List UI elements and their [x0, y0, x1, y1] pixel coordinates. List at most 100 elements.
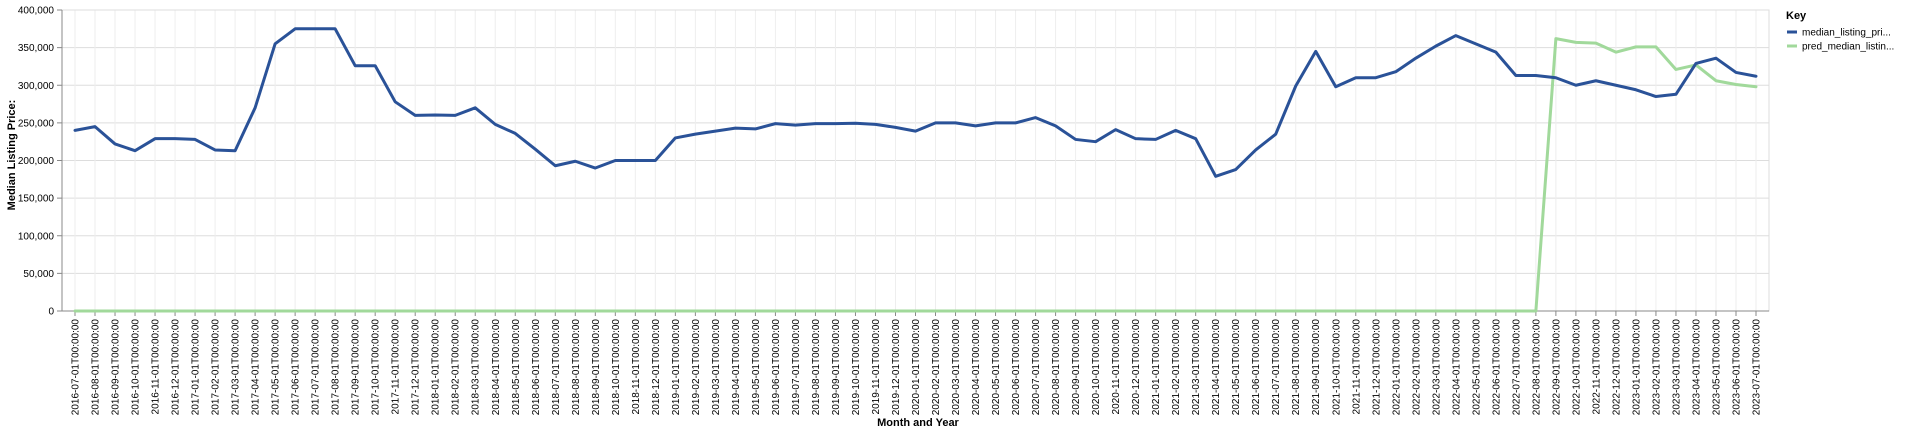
x-tick-label: 2022-04-01T00:00:00	[1451, 319, 1462, 416]
y-tick-label: 100,000	[18, 231, 55, 242]
x-tick-label: 2023-05-01T00:00:00	[1711, 319, 1722, 416]
x-tick-label: 2022-11-01T00:00:00	[1591, 319, 1602, 415]
y-axis-title: Median Listing Price:	[6, 100, 18, 211]
x-tick-label: 2018-03-01T00:00:00	[471, 319, 482, 416]
x-tick-label: 2019-02-01T00:00:00	[691, 319, 702, 416]
x-tick-label: 2022-10-01T00:00:00	[1571, 319, 1582, 416]
x-tick-label: 2017-01-01T00:00:00	[191, 319, 202, 416]
x-axis: 2016-07-01T00:00:00 2016-08-01T00:00:00 20…	[62, 310, 1769, 416]
x-tick-label: 2022-03-01T00:00:00	[1431, 319, 1442, 416]
x-tick-label: 2017-12-01T00:00:00	[411, 319, 422, 416]
x-tick-label: 2020-11-01T00:00:00	[1111, 319, 1122, 415]
x-tick-label: 2022-09-01T00:00:00	[1551, 319, 1562, 416]
legend-label: median_listing_pri...	[1802, 28, 1891, 39]
x-tick-label: 2018-09-01T00:00:00	[591, 319, 602, 416]
x-tick-label: 2023-03-01T00:00:00	[1671, 319, 1682, 416]
x-tick-label: 2021-05-01T00:00:00	[1231, 319, 1242, 416]
x-tick-label: 2019-09-01T00:00:00	[831, 319, 842, 416]
x-tick-label: 2019-07-01T00:00:00	[791, 319, 802, 416]
x-tick-label: 2022-05-01T00:00:00	[1471, 319, 1482, 416]
x-tick-label: 2019-01-01T00:00:00	[671, 319, 682, 416]
x-tick-label: 2016-12-01T00:00:00	[171, 319, 182, 416]
x-tick-label: 2021-08-01T00:00:00	[1291, 319, 1302, 416]
x-tick-label: 2016-08-01T00:00:00	[91, 319, 102, 416]
x-tick-label: 2020-04-01T00:00:00	[971, 319, 982, 416]
x-tick-label: 2022-02-01T00:00:00	[1411, 319, 1422, 416]
legend-label: pred_median_listin...	[1802, 42, 1894, 53]
x-tick-label: 2019-04-01T00:00:00	[731, 319, 742, 416]
x-tick-label: 2021-02-01T00:00:00	[1171, 319, 1182, 416]
x-tick-label: 2018-12-01T00:00:00	[651, 319, 662, 416]
x-tick-label: 2017-02-01T00:00:00	[211, 319, 222, 416]
y-axis: 0 50,000 100,000 150,000 200,000 250,000 300,0…	[18, 6, 63, 318]
x-tick-label: 2018-02-01T00:00:00	[451, 319, 462, 416]
y-tick-label: 400,000	[18, 6, 55, 17]
x-tick-label: 2017-07-01T00:00:00	[311, 319, 322, 416]
x-tick-label: 2018-08-01T00:00:00	[571, 319, 582, 416]
x-tick-label: 2020-07-01T00:00:00	[1031, 319, 1042, 416]
y-tick-label: 350,000	[18, 43, 55, 54]
x-tick-label: 2023-06-01T00:00:00	[1731, 319, 1742, 416]
x-tick-label: 2020-01-01T00:00:00	[911, 319, 922, 416]
x-tick-label: 2017-11-01T00:00:00	[391, 319, 402, 415]
x-tick-label: 2021-11-01T00:00:00	[1351, 319, 1362, 415]
legend: Key median_listing_pri... pred_median_lis…	[1786, 10, 1894, 53]
x-tick-label: 2021-10-01T00:00:00	[1331, 319, 1342, 416]
x-tick-label: 2018-05-01T00:00:00	[511, 319, 522, 416]
x-tick-label: 2016-07-01T00:00:00	[71, 319, 82, 416]
series-lines	[73, 27, 1758, 313]
x-tick-label: 2018-10-01T00:00:00	[611, 319, 622, 416]
x-tick-label: 2017-04-01T00:00:00	[251, 319, 262, 416]
x-tick-label: 2017-10-01T00:00:00	[371, 319, 382, 416]
x-tick-label: 2019-05-01T00:00:00	[751, 319, 762, 416]
x-tick-label: 2019-11-01T00:00:00	[871, 319, 882, 415]
x-axis-title: Month and Year	[877, 417, 959, 429]
x-tick-label: 2017-06-01T00:00:00	[291, 319, 302, 416]
x-tick-label: 2020-08-01T00:00:00	[1051, 319, 1062, 416]
y-tick-label: 50,000	[23, 269, 54, 280]
x-tick-label: 2020-03-01T00:00:00	[951, 319, 962, 416]
x-tick-label: 2019-10-01T00:00:00	[851, 319, 862, 416]
x-tick-label: 2021-03-01T00:00:00	[1191, 319, 1202, 416]
x-tick-label: 2018-07-01T00:00:00	[551, 319, 562, 416]
y-tick-label: 0	[48, 307, 54, 318]
x-tick-label: 2020-02-01T00:00:00	[931, 319, 942, 416]
x-tick-label: 2017-09-01T00:00:00	[351, 319, 362, 416]
x-tick-label: 2019-08-01T00:00:00	[811, 319, 822, 416]
x-tick-label: 2021-06-01T00:00:00	[1251, 319, 1262, 416]
x-tick-label: 2018-06-01T00:00:00	[531, 319, 542, 416]
x-tick-label: 2022-07-01T00:00:00	[1511, 319, 1522, 416]
x-tick-label: 2017-08-01T00:00:00	[331, 319, 342, 416]
series-line-0	[73, 27, 1758, 178]
y-tick-label: 300,000	[18, 81, 55, 92]
x-tick-label: 2023-07-01T00:00:00	[1752, 319, 1763, 416]
x-tick-label: 2018-01-01T00:00:00	[431, 319, 442, 416]
y-tick-label: 150,000	[18, 194, 55, 205]
series-line-1	[73, 37, 1758, 313]
x-tick-label: 2018-11-01T00:00:00	[631, 319, 642, 415]
x-tick-label: 2022-12-01T00:00:00	[1611, 319, 1622, 416]
x-tick-label: 2022-01-01T00:00:00	[1391, 319, 1402, 416]
x-tick-label: 2019-06-01T00:00:00	[771, 319, 782, 416]
x-tick-label: 2016-11-01T00:00:00	[151, 319, 162, 415]
x-tick-label: 2020-05-01T00:00:00	[991, 319, 1002, 416]
grid-lines	[61, 9, 1770, 312]
x-tick-label: 2023-04-01T00:00:00	[1691, 319, 1702, 416]
x-tick-label: 2017-03-01T00:00:00	[231, 319, 242, 416]
x-tick-label: 2019-03-01T00:00:00	[711, 319, 722, 416]
x-tick-label: 2020-10-01T00:00:00	[1091, 319, 1102, 416]
x-tick-label: 2017-05-01T00:00:00	[271, 319, 282, 416]
x-tick-label: 2018-04-01T00:00:00	[491, 319, 502, 416]
y-tick-label: 200,000	[18, 156, 55, 167]
x-tick-label: 2022-08-01T00:00:00	[1531, 319, 1542, 416]
x-tick-label: 2021-09-01T00:00:00	[1311, 319, 1322, 416]
x-tick-label: 2020-12-01T00:00:00	[1131, 319, 1142, 416]
y-tick-label: 250,000	[18, 118, 55, 129]
x-tick-label: 2021-01-01T00:00:00	[1151, 319, 1162, 416]
x-tick-label: 2021-07-01T00:00:00	[1271, 319, 1282, 416]
x-tick-label: 2023-02-01T00:00:00	[1651, 319, 1662, 416]
x-tick-label: 2021-12-01T00:00:00	[1371, 319, 1382, 416]
x-tick-label: 2020-06-01T00:00:00	[1011, 319, 1022, 416]
x-tick-label: 2023-01-01T00:00:00	[1631, 319, 1642, 416]
